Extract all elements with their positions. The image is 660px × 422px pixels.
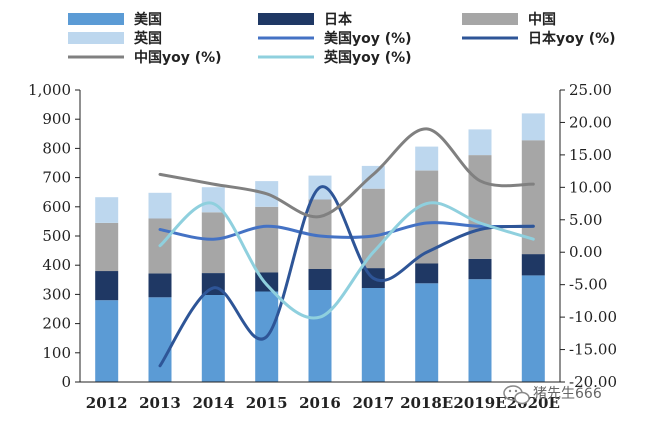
y-right-tick-label: -20.00: [569, 373, 617, 391]
y-left-tick-label: 200: [42, 315, 71, 333]
bar-2018E-series-0: [415, 283, 439, 382]
legend-label: 中国yoy (%): [134, 49, 222, 66]
legend-swatch: [68, 13, 124, 25]
line-series-0: [158, 221, 535, 241]
bar-2019E-series-1: [468, 258, 492, 280]
y-right-tick-label: 0.00: [569, 243, 602, 261]
bar-2012-series-1: [95, 271, 119, 301]
x-tick-label: 2017: [352, 394, 394, 412]
y-right-tick-label: 20.00: [569, 113, 612, 131]
bar-2020E-series-1: [521, 254, 545, 276]
y-right-tick-label: 25.00: [569, 81, 612, 99]
bar-2019E-series-3: [468, 129, 492, 156]
y-left-tick-label: 700: [42, 169, 71, 187]
y-right-tick-label: -5.00: [569, 276, 607, 294]
bar-2013-series-0: [148, 297, 172, 382]
x-axis: 2012 2013 2014 2015 2016 2017 2018E 2019E 2020E: [80, 381, 560, 412]
bar-2017-series-2: [361, 188, 385, 269]
legend-label: 日本: [324, 11, 353, 28]
line-series-1: [158, 185, 535, 368]
bar-2016-series-0: [308, 290, 332, 382]
bar-2012-series-2: [95, 222, 119, 272]
x-tick-label: 2016: [299, 394, 341, 412]
x-tick-label: 2013: [139, 394, 181, 412]
y-axis-right: -20.00 -15.00 -10.00 -5.00 0.00 5.00 10.00 15.0…: [559, 81, 617, 391]
y-left-tick-label: 400: [42, 256, 71, 274]
y-left-tick-label: 500: [42, 227, 71, 245]
y-right-tick-label: 10.00: [569, 178, 612, 196]
legend-swatch: [462, 13, 518, 25]
bar-2012-series-0: [95, 300, 119, 382]
y-axis-left: 0 100 200 300 400 500 600 700 800 900 1,000: [28, 81, 81, 391]
x-tick-label: 2019E: [453, 394, 506, 412]
bar-2014-series-2: [201, 212, 225, 273]
watermark-text: 猪先生666: [533, 386, 602, 402]
x-tick-label: 2014: [192, 394, 234, 412]
line-series-3: [158, 201, 535, 320]
y-left-tick-label: 100: [42, 344, 71, 362]
y-left-tick-label: 900: [42, 110, 71, 128]
y-right-tick-label: 5.00: [569, 211, 602, 229]
bar-2018E-series-3: [415, 146, 439, 171]
legend-label: 中国: [528, 11, 556, 28]
wechat-icon: [503, 385, 530, 405]
y-right-tick-label: -10.00: [569, 308, 617, 326]
y-right-tick-label: -15.00: [569, 341, 617, 359]
bar-2018E-series-1: [415, 263, 439, 284]
y-left-tick-label: 1,000: [28, 81, 71, 99]
watermark: 猪先生666: [503, 385, 602, 405]
bar-2019E-series-0: [468, 279, 492, 382]
legend-label: 美国yoy (%): [324, 30, 412, 47]
bar-2013-series-1: [148, 273, 172, 298]
x-tick-label: 2012: [86, 394, 128, 412]
legend-label: 美国: [134, 11, 162, 28]
bar-2013-series-3: [148, 192, 172, 219]
legend-label: 英国yoy (%): [323, 49, 412, 66]
legend-label: 英国: [133, 30, 162, 47]
bar-2014-series-0: [201, 295, 225, 382]
bar-2016-series-1: [308, 269, 332, 290]
bar-2012-series-3: [95, 197, 119, 223]
bar-2015-series-2: [255, 206, 279, 273]
x-tick-label: 2015: [246, 394, 288, 412]
x-tick-label: 2018E: [400, 394, 453, 412]
y-left-tick-label: 300: [42, 285, 71, 303]
line-series-2: [158, 127, 535, 219]
bar-2020E-series-3: [521, 113, 545, 141]
y-right-tick-label: 15.00: [569, 146, 612, 164]
bar-2019E-series-2: [468, 155, 492, 259]
y-left-tick-label: 0: [61, 373, 71, 391]
legend-swatch: [68, 32, 124, 44]
y-left-tick-label: 800: [42, 139, 71, 157]
legend-swatch: [258, 13, 314, 25]
bar-2017-series-0: [361, 288, 385, 382]
bar-2018E-series-2: [415, 170, 439, 264]
plot-area: [95, 113, 545, 382]
bar-2017-series-3: [361, 165, 385, 189]
legend-label: 日本yoy (%): [528, 30, 616, 47]
y-left-tick-label: 600: [42, 198, 71, 216]
bar-2020E-series-0: [521, 275, 545, 382]
